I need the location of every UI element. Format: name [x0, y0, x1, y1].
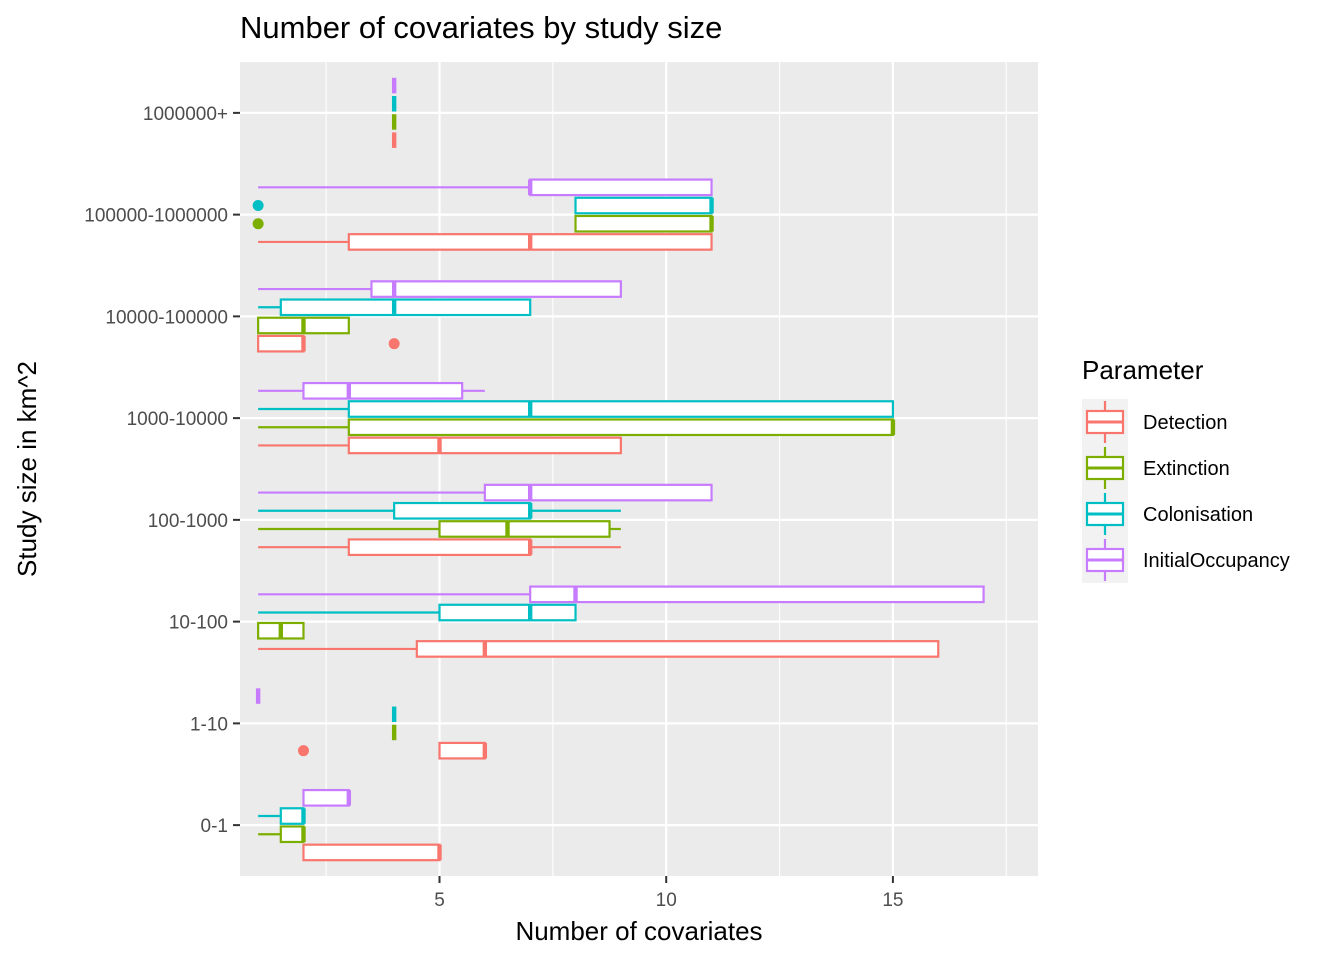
- box-colonisation-1000-10000: [258, 400, 895, 418]
- box-iqr: [438, 603, 577, 622]
- box-detection-10000-100000: [257, 334, 400, 353]
- box-detection-0-1: [302, 843, 442, 862]
- box-initialoccupancy-100-1000: [258, 483, 713, 502]
- box-iqr: [574, 196, 713, 215]
- box-iqr: [347, 436, 622, 455]
- legend-label: Extinction: [1143, 458, 1230, 480]
- legend: Parameter Detection Extinction Colonisatio…: [1082, 355, 1290, 583]
- chart-title: Number of covariates by study size: [240, 10, 722, 45]
- box-iqr: [257, 334, 305, 353]
- box-iqr: [279, 298, 532, 317]
- box-iqr: [279, 807, 305, 825]
- box-iqr: [370, 280, 622, 298]
- box-extinction-10-100: [257, 621, 305, 640]
- x-tick-label: 15: [882, 890, 903, 911]
- y-tick-label: 1-10: [190, 714, 228, 735]
- box-iqr: [302, 843, 441, 862]
- box-iqr: [438, 741, 486, 760]
- y-tick-label: 100000-1000000: [84, 206, 228, 227]
- legend-label: Detection: [1143, 412, 1228, 434]
- y-tick-label: 1000000+: [143, 104, 228, 125]
- legend-item-initialoccupancy: InitialOccupancy: [1082, 537, 1290, 583]
- x-axis-title: Number of covariates: [515, 916, 762, 946]
- outlier-point: [252, 218, 264, 230]
- legend-label: Colonisation: [1143, 504, 1253, 526]
- legend-item-detection: Detection: [1082, 399, 1228, 445]
- box-extinction-100000-1000000: [252, 214, 714, 233]
- box-detection-1000-10000: [258, 436, 622, 455]
- x-tick-label: 10: [656, 890, 677, 911]
- y-tick-label: 0-1: [201, 816, 228, 837]
- box-detection-100000-1000000: [258, 233, 713, 251]
- box-initialoccupancy-10-100: [258, 585, 985, 604]
- box-colonisation-100000-1000000: [252, 196, 714, 215]
- box-iqr: [438, 520, 611, 538]
- box-initialoccupancy-0-1: [302, 788, 352, 807]
- outlier-point: [297, 745, 309, 757]
- legend-title: Parameter: [1082, 355, 1204, 385]
- outlier-point: [388, 338, 400, 350]
- box-colonisation-100-1000: [258, 501, 621, 520]
- box-iqr: [415, 640, 940, 658]
- box-detection-100-1000: [258, 538, 621, 557]
- y-tick-label: 10-100: [169, 613, 228, 634]
- box-extinction-1000-10000: [258, 418, 896, 437]
- legend-item-colonisation: Colonisation: [1082, 491, 1253, 537]
- box-colonisation-10000-100000: [258, 298, 532, 317]
- box-detection-10-100: [258, 640, 940, 658]
- y-tick-label: 100-1000: [148, 511, 228, 532]
- box-iqr: [529, 585, 985, 604]
- box-iqr: [302, 381, 464, 400]
- box-initialoccupancy-100000-1000000: [258, 178, 713, 197]
- x-tick-label: 5: [434, 890, 445, 911]
- box-iqr: [483, 483, 713, 502]
- box-iqr: [302, 788, 350, 807]
- y-axis-title: Study size in km^2: [12, 361, 42, 577]
- box-iqr: [393, 501, 532, 520]
- grid-minor: [325, 62, 1007, 876]
- box-colonisation-0-1: [258, 807, 306, 825]
- box-initialoccupancy-10000-100000: [258, 280, 622, 298]
- box-iqr: [574, 214, 713, 233]
- box-extinction-0-1: [258, 825, 306, 844]
- y-axis: 0-1 1-10 10-100 100-1000 1000-10000 10000-100…: [84, 104, 240, 837]
- box-extinction-100-1000: [258, 520, 621, 538]
- legend-label: InitialOccupancy: [1143, 550, 1290, 572]
- box-iqr: [347, 400, 895, 418]
- legend-item-extinction: Extinction: [1082, 445, 1230, 491]
- box-iqr: [529, 178, 713, 197]
- box-extinction-10000-100000: [257, 316, 350, 335]
- box-marks: [252, 77, 985, 862]
- y-tick-label: 10000-100000: [105, 307, 228, 328]
- box-iqr: [279, 825, 305, 844]
- box-iqr: [347, 538, 532, 557]
- x-axis: 5 10 15: [434, 876, 903, 911]
- box-iqr: [347, 418, 895, 437]
- outlier-point: [252, 200, 264, 212]
- grid-major: [240, 62, 1038, 876]
- box-colonisation-10-100: [258, 603, 577, 622]
- box-detection-1-10: [297, 741, 488, 760]
- y-tick-label: 1000-10000: [127, 409, 228, 430]
- box-initialoccupancy-1000-10000: [258, 381, 485, 400]
